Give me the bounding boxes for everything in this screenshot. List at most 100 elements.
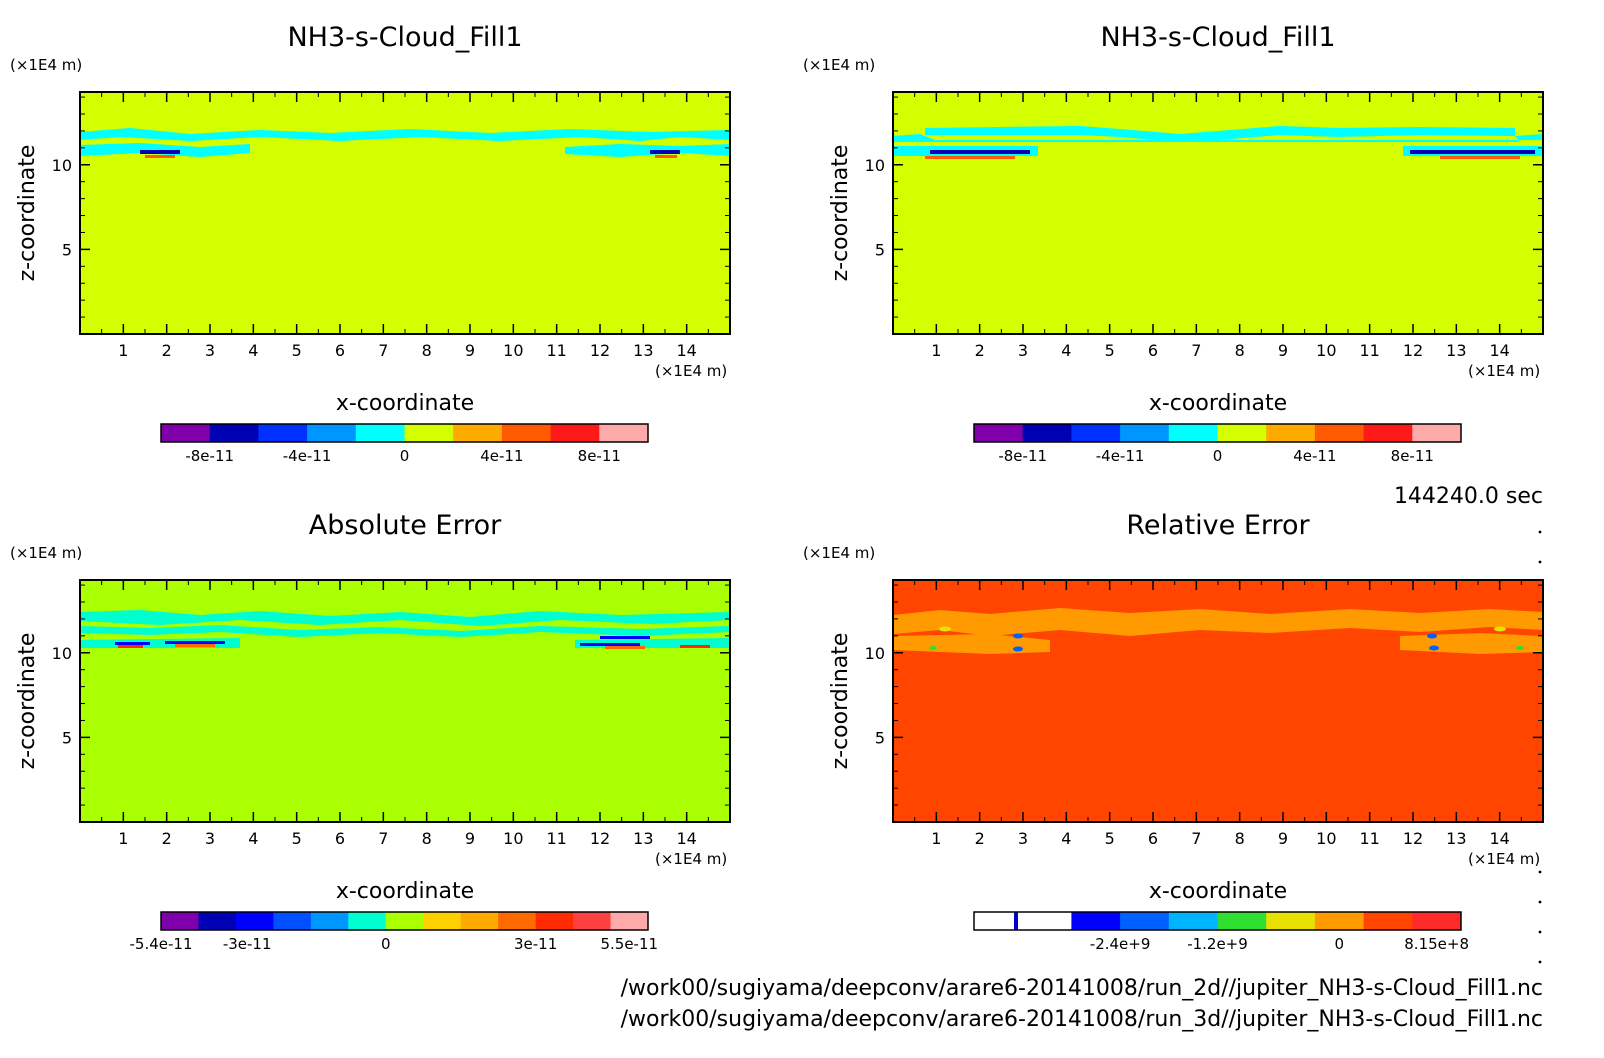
y-tick-label: 10 <box>865 644 885 663</box>
colorbar-swatch <box>348 912 387 930</box>
x-tick-label: 1 <box>118 341 128 360</box>
x-tick-label: 2 <box>975 341 985 360</box>
y-unit-label: (×1E4 m) <box>803 544 875 562</box>
colorbar-label: 8e-11 <box>578 447 621 465</box>
x-tick-label: 3 <box>205 829 215 848</box>
x-unit-label: (×1E4 m) <box>1468 362 1540 380</box>
x-tick-label: 12 <box>1403 829 1423 848</box>
error-band <box>80 610 730 626</box>
panel-title: NH3-s-Cloud_Fill1 <box>287 22 522 53</box>
x-tick-label: 13 <box>1446 341 1466 360</box>
dot <box>1538 870 1542 874</box>
colorbar-swatch <box>498 912 537 930</box>
relerr-spot <box>1013 646 1023 652</box>
error-negative <box>580 643 640 646</box>
x-tick-label: 5 <box>1105 829 1115 848</box>
y-tick-label: 5 <box>62 240 72 259</box>
x-tick-label: 8 <box>1235 341 1245 360</box>
x-tick-label: 7 <box>378 829 388 848</box>
y-axis-label: z-coordinate <box>15 633 40 770</box>
colorbar-label: -4e-11 <box>283 447 332 465</box>
colorbar-swatch <box>1168 424 1218 442</box>
x-tick-label: 9 <box>465 829 475 848</box>
x-tick-label: 5 <box>292 829 302 848</box>
colorbar: -5.4e-11 -3e-11 0 3e-11 5.5e-11 <box>130 911 658 953</box>
colorbar-swatch <box>1266 912 1316 930</box>
colorbar-swatch <box>453 424 503 442</box>
error-negative <box>600 636 650 639</box>
cloud-band <box>925 126 1515 142</box>
x-tick-label: 6 <box>1148 829 1158 848</box>
colorbar-swatch <box>1363 424 1413 442</box>
x-tick-label: 11 <box>1359 341 1379 360</box>
relerr-spot <box>1516 646 1524 650</box>
x-unit-label: (×1E4 m) <box>1468 850 1540 868</box>
x-tick-label: 1 <box>931 341 941 360</box>
x-axis-label: x-coordinate <box>1149 391 1287 416</box>
y-axis-label: z-coordinate <box>15 145 40 282</box>
colorbar-swatch <box>1071 424 1121 442</box>
colorbar-swatch <box>1120 424 1170 442</box>
x-tick-label: 11 <box>546 341 566 360</box>
panel-title: Absolute Error <box>309 510 502 541</box>
dot <box>1538 930 1542 934</box>
colorbar-swatch <box>161 424 211 442</box>
x-tick-label: 12 <box>590 829 610 848</box>
colorbar-swatch <box>1071 912 1121 930</box>
x-tick-label: 11 <box>546 829 566 848</box>
x-tick-label: 1 <box>118 829 128 848</box>
x-tick-label: 8 <box>422 829 432 848</box>
error-negative <box>165 641 225 644</box>
colorbar-marker <box>1014 912 1018 930</box>
colorbar-swatch <box>385 912 424 930</box>
colorbar-swatch <box>1217 424 1267 442</box>
colorbar-swatch <box>355 424 405 442</box>
panel-title: NH3-s-Cloud_Fill1 <box>1100 22 1335 53</box>
colorbar-swatch <box>535 912 574 930</box>
error-positive <box>680 645 710 648</box>
cloud-band-edge <box>893 134 1543 142</box>
colorbar-label: 0 <box>1334 935 1344 953</box>
source-path-2d: /work00/sugiyama/deepconv/arare6-2014100… <box>621 976 1543 1001</box>
x-tick-label: 14 <box>676 829 696 848</box>
colorbar-label: 0 <box>381 935 391 953</box>
colorbar-label: -1.2e+9 <box>1187 935 1248 953</box>
x-axis-label: x-coordinate <box>1149 879 1287 904</box>
colorbar-swatch <box>573 912 612 930</box>
field-background <box>80 92 730 334</box>
x-tick-label: 8 <box>422 341 432 360</box>
x-tick-label: 7 <box>1191 829 1201 848</box>
colorbar-swatch <box>161 912 199 930</box>
colorbar-label: 4e-11 <box>1293 447 1336 465</box>
colorbar-swatch <box>310 912 349 930</box>
x-tick-label: 8 <box>1235 829 1245 848</box>
colorbar-swatch <box>1412 424 1462 442</box>
x-tick-label: 7 <box>1191 341 1201 360</box>
anomaly-positive <box>925 156 1015 159</box>
colorbar-swatch <box>610 912 649 930</box>
colorbar-swatch <box>501 424 552 442</box>
colorbar-swatch <box>198 912 237 930</box>
colorbar-frame <box>973 911 1462 931</box>
x-tick-label: 5 <box>1105 341 1115 360</box>
x-tick-label: 4 <box>1061 829 1071 848</box>
x-tick-label: 9 <box>465 341 475 360</box>
x-tick-label: 3 <box>1018 829 1028 848</box>
x-tick-label: 3 <box>1018 341 1028 360</box>
colorbar-label: 8e-11 <box>1391 447 1434 465</box>
colorbar-swatch <box>460 912 499 930</box>
relerr-spot <box>1429 645 1439 651</box>
colorbar-label: -8e-11 <box>185 447 234 465</box>
colorbar-swatch <box>273 912 312 930</box>
x-tick-label: 5 <box>292 341 302 360</box>
dot <box>1538 530 1542 534</box>
source-path-3d: /work00/sugiyama/deepconv/arare6-2014100… <box>621 1007 1543 1032</box>
colorbar-swatch <box>599 424 649 442</box>
panel-title: Relative Error <box>1126 510 1310 541</box>
relerr-band <box>893 608 1543 636</box>
x-tick-label: 12 <box>590 341 610 360</box>
